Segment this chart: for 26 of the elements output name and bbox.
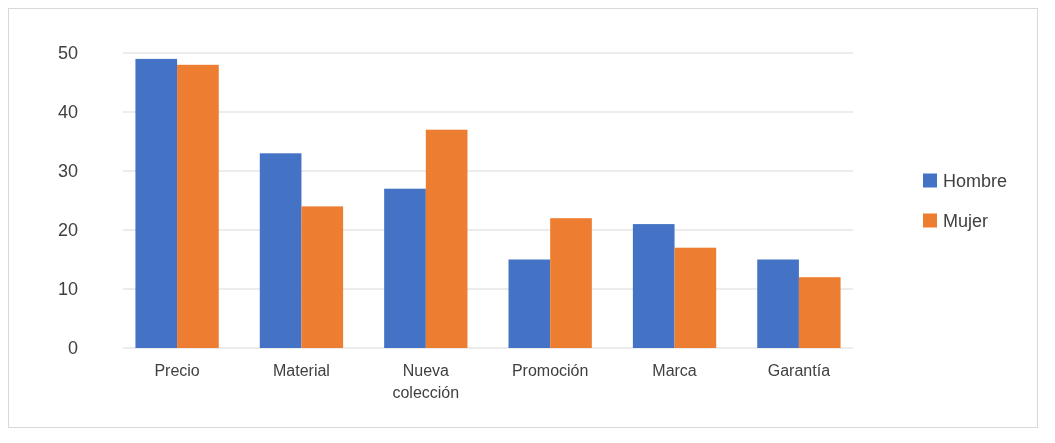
legend-label: Mujer (943, 210, 989, 231)
bar (757, 259, 799, 348)
bar (632, 224, 675, 348)
y-tick-label: 30 (57, 161, 78, 182)
bar (177, 64, 219, 348)
bar (508, 259, 551, 348)
y-tick-label: 20 (57, 220, 78, 241)
y-tick-label: 50 (57, 43, 78, 64)
y-tick-label: 0 (67, 338, 78, 359)
x-tick-label: Material (273, 362, 330, 379)
bar (259, 153, 302, 348)
x-tick-label: Precio (154, 362, 200, 379)
x-tick-label: Garantía (767, 362, 831, 379)
bar (425, 129, 468, 348)
x-tick-label: Promoción (511, 362, 589, 379)
bar (135, 58, 178, 348)
bar (301, 206, 344, 348)
x-tick-label: Marca (652, 362, 697, 379)
y-tick-label: 10 (57, 279, 78, 300)
bar (798, 277, 841, 348)
bar (674, 247, 717, 348)
y-tick-label: 40 (57, 102, 78, 123)
bar (384, 188, 426, 348)
x-tick-label: Nueva colección (392, 362, 460, 401)
bar (550, 218, 592, 348)
legend-label: Hombre (943, 170, 1008, 191)
